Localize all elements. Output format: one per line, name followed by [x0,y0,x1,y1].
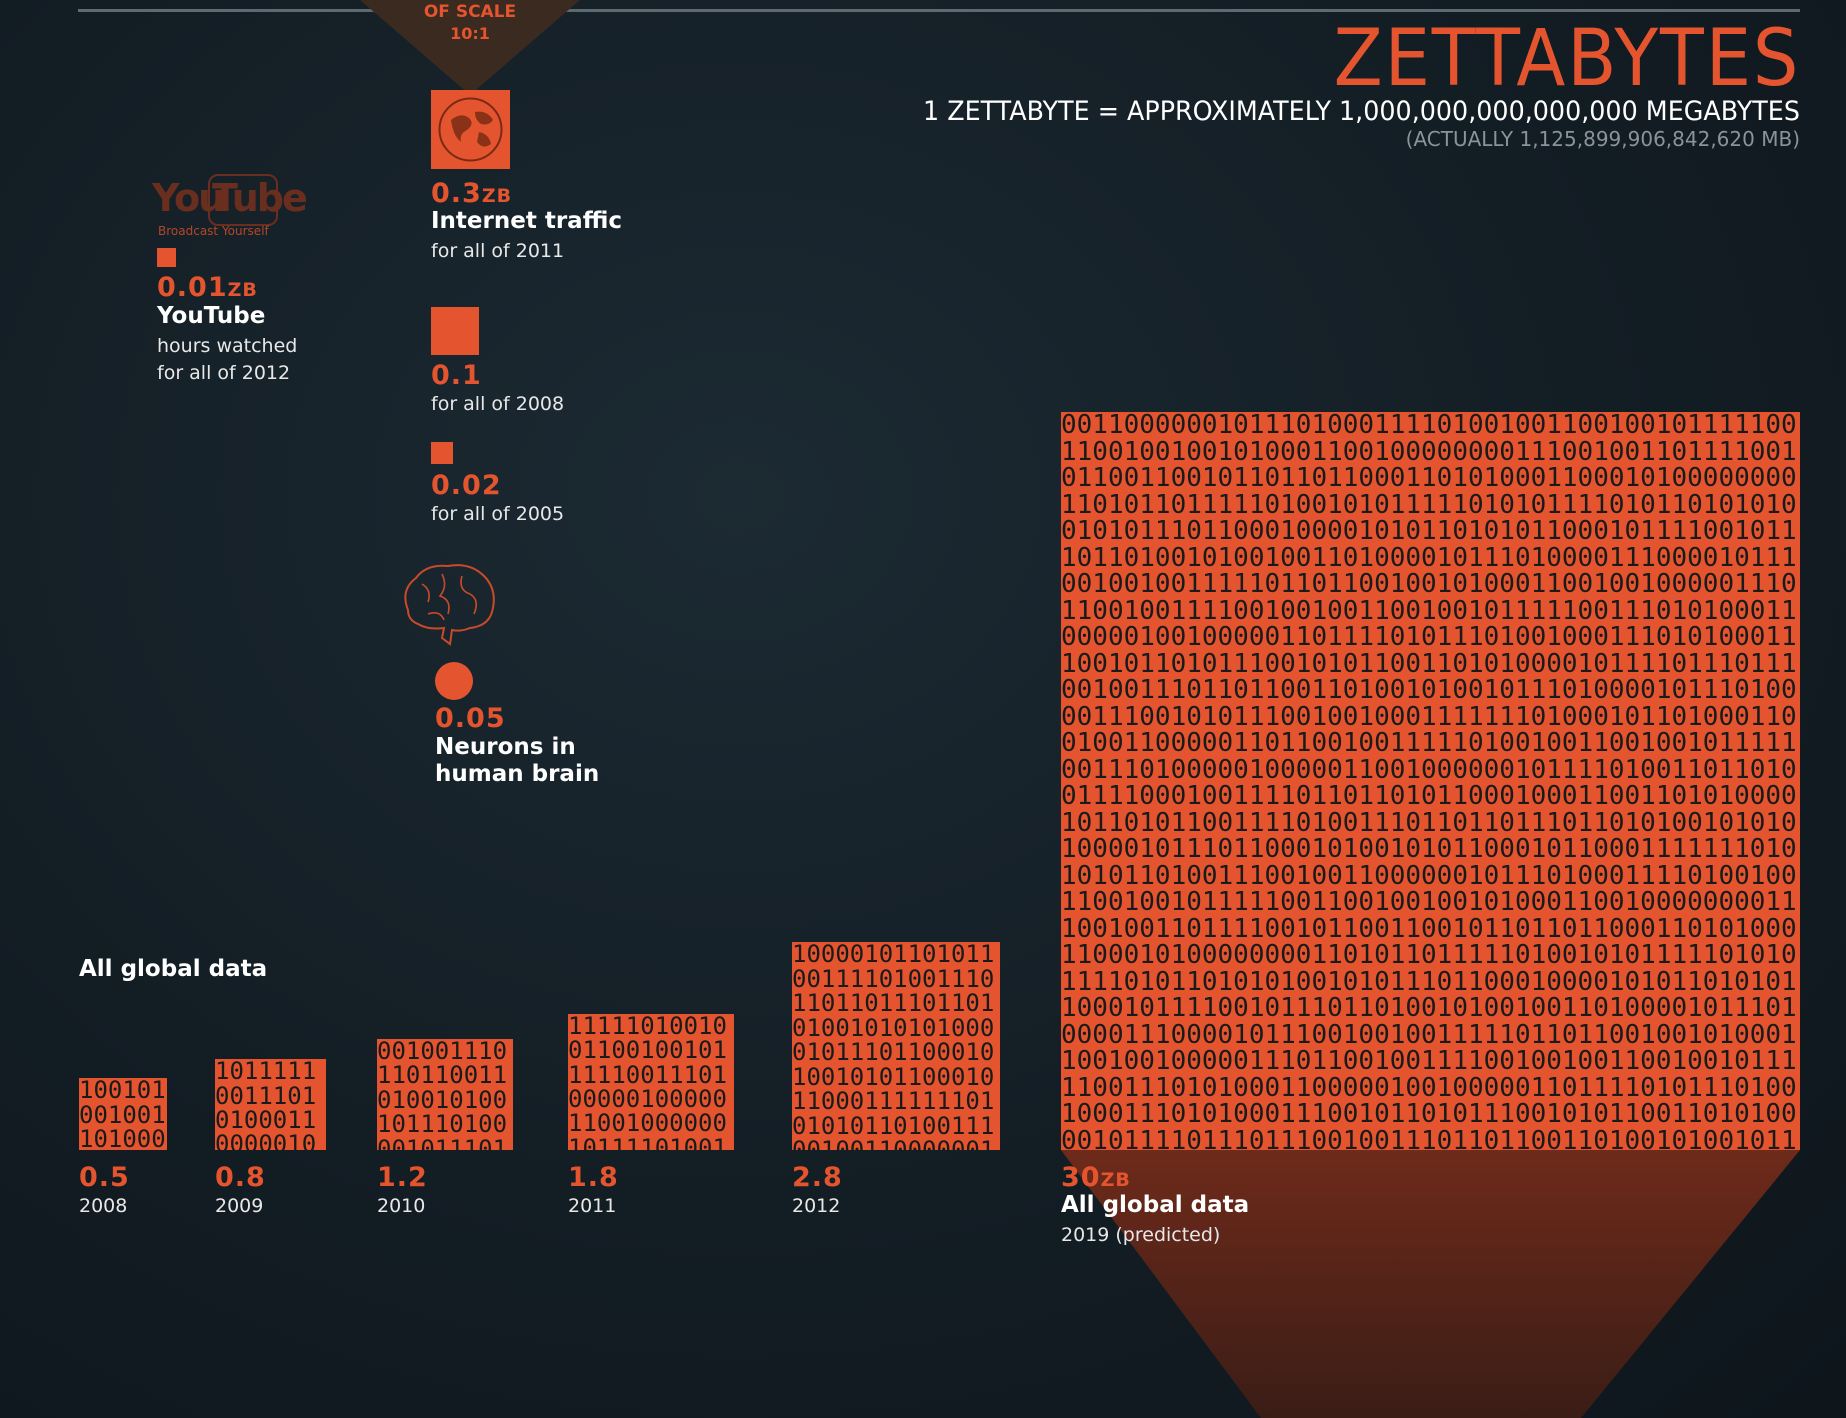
bar-value-label-4: 2.8 [792,1162,843,1193]
bar-3: 1111101001001100100101111100111010000010… [568,1013,735,1150]
youtube-value-number: 0.01 [157,272,228,303]
youtube-logo-right: Tube [212,176,308,220]
internet-2005-value: 0.02 [431,470,502,501]
bar-0: 1001010010011010000101110100001110000101… [79,1078,167,1150]
bar-1: 1011111001110101000110000010010000011011… [215,1059,326,1150]
youtube-desc-1: hours watched [157,335,298,357]
scale-badge-line2: 10:1 [450,24,490,43]
bar-category-label-2: 2010 [377,1195,426,1217]
bar-value-label-3: 1.8 [568,1162,619,1193]
global-heading: All global data [79,956,268,982]
bar-5: 0011000000101110100011110100100110010010… [1061,412,1800,1150]
top-rule [78,9,1800,12]
internet-2005-square [431,442,453,464]
page-subtitle: 1 ZETTABYTE = APPROXIMATELY 1,000,000,00… [923,96,1800,127]
brain-value: 0.05 [435,703,506,734]
globe-icon [431,90,510,169]
internet-2011-value: 0.3ZB [431,178,512,209]
page-title: ZETTABYTES [1333,14,1800,104]
internet-2008-square [431,307,479,355]
bar-category-label-1: 2009 [215,1195,264,1217]
brain-label-2: human brain [435,761,600,787]
youtube-desc-2: for all of 2012 [157,362,291,384]
brain-icon [404,564,495,646]
internet-2011-number: 0.3 [431,178,482,209]
bar-value-label-5: 30ZB [1061,1162,1131,1193]
bar-value-unit: ZB [1100,1169,1131,1191]
bar-value-label-1: 0.8 [215,1162,266,1193]
brain-circle [435,662,473,700]
bar-category-label-4: 2012 [792,1195,841,1217]
youtube-value-unit: ZB [227,279,258,301]
internet-2005-desc: for all of 2005 [431,503,565,525]
youtube-logo-tagline: Broadcast Yourself [158,224,269,238]
final-bar-label: All global data [1061,1192,1250,1218]
youtube-square [157,248,176,267]
bar-category-label-3: 2011 [568,1195,617,1217]
page-note: (ACTUALLY 1,125,899,906,842,620 MB) [1405,127,1800,151]
youtube-logo-icon: You Tube Broadcast Yourself [148,172,308,238]
brain-label-1: Neurons in [435,734,576,760]
internet-2008-desc: for all of 2008 [431,393,565,415]
bar-category-label-0: 2008 [79,1195,128,1217]
bar-value-label-2: 1.2 [377,1162,428,1193]
youtube-value: 0.01ZB [157,272,258,303]
scale-badge [360,0,580,95]
final-bar-desc: 2019 (predicted) [1061,1224,1221,1246]
internet-2011-unit: ZB [481,185,513,207]
bar-4: 1000010110101100111101001110110110111011… [792,942,1000,1150]
scale-badge-line1: OF SCALE [423,2,517,22]
bar-2: 0010011101101100110100101001011101000010… [377,1038,513,1150]
funnel-shape [1061,1150,1800,1418]
internet-label: Internet traffic [431,208,622,234]
internet-2008-value: 0.1 [431,360,482,391]
bar-value-label-0: 0.5 [79,1162,130,1193]
internet-2011-desc: for all of 2011 [431,240,565,262]
youtube-label: YouTube [157,303,266,329]
